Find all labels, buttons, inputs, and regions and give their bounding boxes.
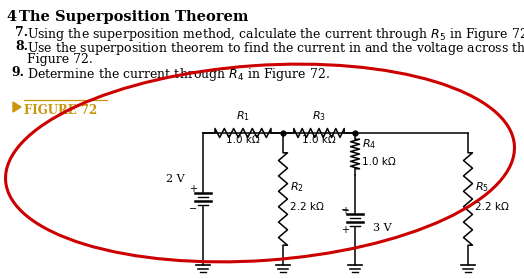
Text: 1.0 kΩ: 1.0 kΩ bbox=[362, 157, 396, 167]
Text: −: − bbox=[189, 204, 197, 214]
Text: 2.2 kΩ: 2.2 kΩ bbox=[290, 202, 324, 212]
Text: 8.: 8. bbox=[15, 40, 28, 53]
Text: 4: 4 bbox=[6, 10, 16, 24]
Text: $R_5$: $R_5$ bbox=[475, 180, 489, 194]
Text: 1.0 kΩ: 1.0 kΩ bbox=[226, 135, 260, 145]
Polygon shape bbox=[13, 102, 21, 112]
Text: Determine the current through $R_4$ in Figure 72.: Determine the current through $R_4$ in F… bbox=[27, 66, 330, 83]
Text: $R_4$: $R_4$ bbox=[362, 137, 376, 151]
Text: 9.: 9. bbox=[11, 66, 24, 79]
Text: Figure 72.: Figure 72. bbox=[27, 53, 93, 66]
Text: Using the superposition method, calculate the current through $R_5$ in Figure 72: Using the superposition method, calculat… bbox=[27, 26, 524, 43]
Text: $R_1$: $R_1$ bbox=[236, 109, 250, 123]
Text: The Superposition Theorem: The Superposition Theorem bbox=[19, 10, 248, 24]
Text: +: + bbox=[189, 184, 197, 194]
Text: $R_3$: $R_3$ bbox=[312, 109, 326, 123]
Text: −: − bbox=[341, 205, 349, 215]
Text: Use the superposition theorem to find the current in and the voltage across the : Use the superposition theorem to find th… bbox=[27, 40, 524, 57]
Text: $R_2$: $R_2$ bbox=[290, 180, 304, 194]
Text: 3 V: 3 V bbox=[373, 223, 391, 233]
Text: FIGURE 72: FIGURE 72 bbox=[24, 104, 97, 117]
Text: 2 V: 2 V bbox=[167, 174, 185, 184]
Text: 2.2 kΩ: 2.2 kΩ bbox=[475, 202, 509, 212]
Text: 7.: 7. bbox=[15, 26, 28, 39]
Text: +: + bbox=[341, 206, 349, 216]
Text: 1.0 kΩ: 1.0 kΩ bbox=[302, 135, 336, 145]
Text: +: + bbox=[341, 225, 349, 235]
